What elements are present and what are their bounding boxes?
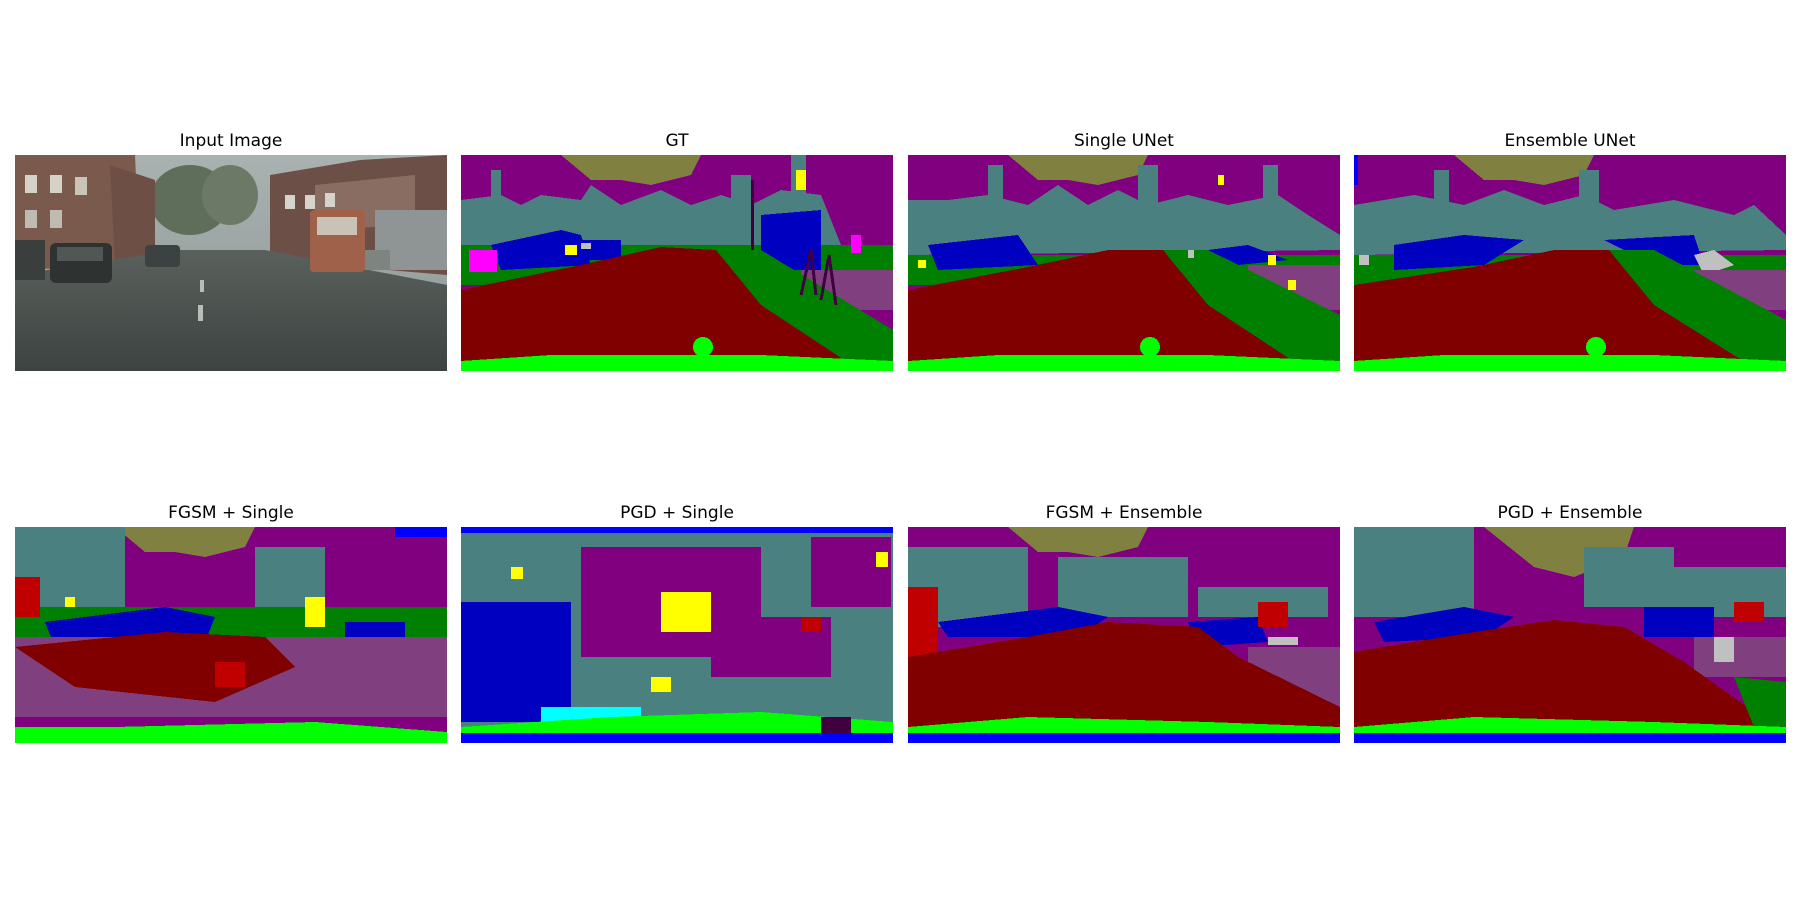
panel-title: Input Image <box>179 131 283 151</box>
panel-title: PGD + Ensemble <box>1497 503 1643 523</box>
fgsm-ensemble-segmentation <box>908 527 1340 743</box>
single-unet-segmentation <box>908 155 1340 371</box>
ensemble-unet-segmentation <box>1354 155 1786 371</box>
pgd-ensemble-segmentation <box>1354 527 1786 743</box>
panel-title: Single UNet <box>1074 131 1174 151</box>
panel-title: PGD + Single <box>620 503 734 523</box>
input-image <box>15 155 447 371</box>
fgsm-single-segmentation <box>15 527 447 743</box>
panel-title: FGSM + Ensemble <box>1045 503 1203 523</box>
pgd-single-segmentation <box>461 527 893 743</box>
panel-title: GT <box>665 131 689 151</box>
panel-title: FGSM + Single <box>168 503 294 523</box>
gt-segmentation <box>461 155 893 371</box>
panel-title: Ensemble UNet <box>1504 131 1636 151</box>
